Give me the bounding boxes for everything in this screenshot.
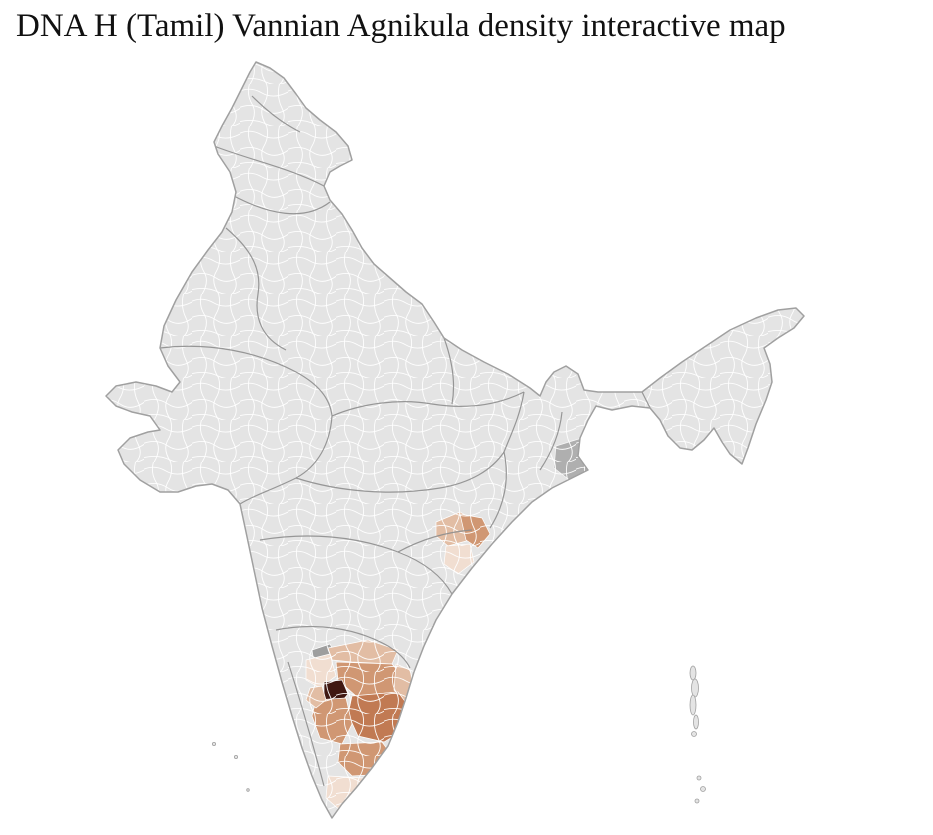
page-title: DNA H (Tamil) Vannian Agnikula density i…	[16, 8, 786, 44]
state-borders	[159, 95, 663, 787]
district-borders-texture	[106, 62, 804, 818]
lakshadweep-islands[interactable]	[211, 742, 250, 792]
nicobar-islands[interactable]	[694, 775, 706, 804]
density-district[interactable]	[389, 735, 419, 769]
andaman-islands[interactable]	[689, 665, 699, 737]
